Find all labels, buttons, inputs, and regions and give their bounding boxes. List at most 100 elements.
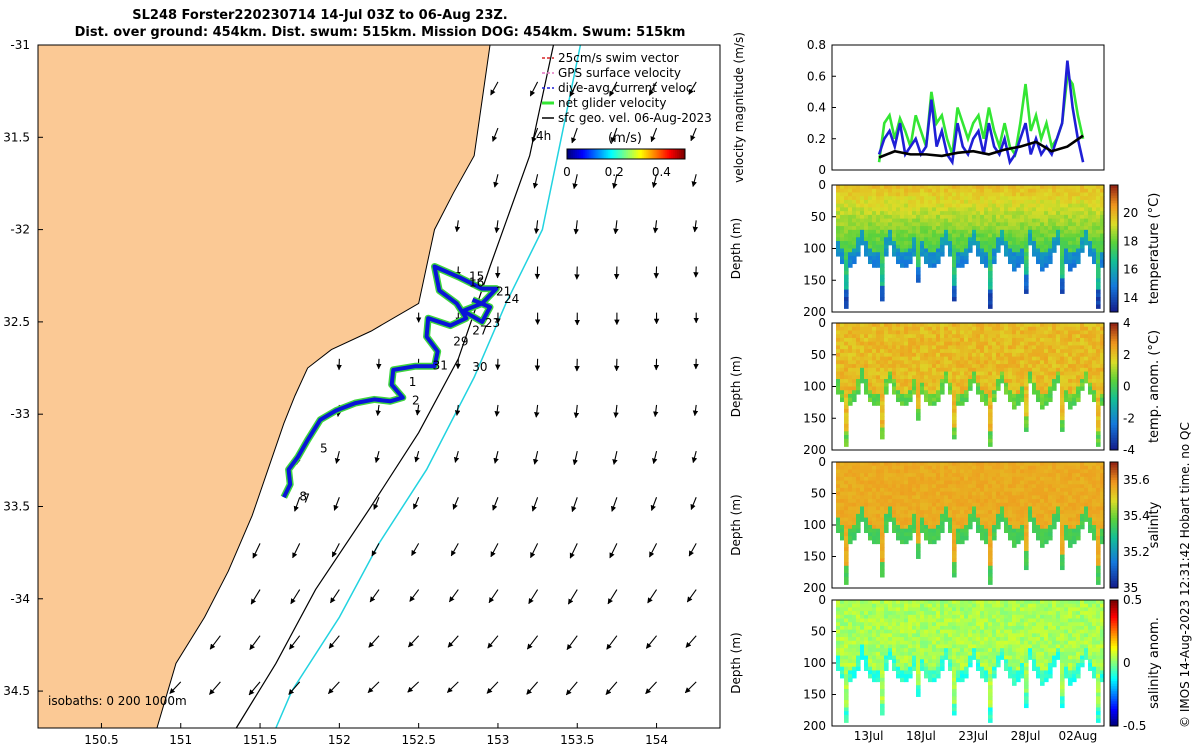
section-cell: [940, 386, 945, 391]
section-cell: [1048, 192, 1053, 197]
section-cell: [1036, 345, 1041, 350]
section-cell: [924, 528, 929, 534]
section-cell: [972, 510, 977, 515]
section-colorbar-segment: [1110, 373, 1118, 377]
section-cell: [1060, 289, 1065, 294]
current-vector: [490, 543, 499, 558]
section-cell: [996, 367, 1001, 373]
section-cell: [996, 192, 1001, 197]
section-cell: [1028, 185, 1033, 190]
section-cell: [848, 203, 853, 209]
section-cell: [1048, 525, 1053, 530]
section-cell: [944, 360, 949, 365]
section-colorbar-segment: [1110, 519, 1118, 523]
section-cell: [1064, 207, 1069, 212]
section-cell: [892, 214, 897, 220]
map-x-tick-label: 153: [487, 733, 510, 747]
section-cell: [852, 211, 857, 216]
section-cell: [956, 192, 961, 197]
section-cell: [1016, 371, 1021, 376]
section-cell: [1028, 473, 1033, 478]
section-cell: [848, 506, 853, 511]
section-cell: [844, 707, 849, 712]
section-cell: [860, 487, 865, 493]
section-cell: [908, 393, 913, 399]
section-cell: [988, 476, 993, 482]
section-cell: [852, 226, 857, 231]
section-cell: [836, 637, 841, 642]
section-cell: [856, 469, 861, 474]
section-cell: [1088, 218, 1093, 223]
section-cell: [968, 337, 973, 343]
section-cell: [916, 203, 921, 209]
section-cell: [1020, 211, 1025, 216]
section-cell: [1036, 397, 1041, 403]
section-cell: [1040, 345, 1045, 350]
section-cell: [1072, 469, 1077, 474]
section-cell: [1068, 248, 1073, 253]
section-cell: [1036, 185, 1041, 190]
section-cell: [844, 495, 849, 500]
section-cell: [1024, 517, 1029, 522]
section-cell: [856, 390, 861, 395]
section-cell: [916, 521, 921, 526]
section-cell: [1096, 513, 1101, 519]
section-cell: [1036, 499, 1041, 504]
section-colorbar-segment: [1110, 376, 1118, 380]
current-vector: [491, 127, 499, 142]
section-cell: [932, 491, 937, 496]
section-cell: [984, 465, 989, 471]
section-cell: [1096, 420, 1101, 425]
section-colorbar-segment: [1110, 484, 1118, 488]
section-cell: [896, 345, 901, 350]
section-cell: [1080, 510, 1085, 515]
section-cell: [864, 352, 869, 358]
section-cell: [980, 532, 985, 537]
section-cell: [944, 241, 949, 246]
figure-title-line1: SL248 Forster220230714 14-Jul 03Z to 06-…: [132, 8, 508, 23]
section-cell: [1056, 334, 1061, 339]
section-cell: [888, 352, 893, 358]
section-cell: [1012, 367, 1017, 373]
section-cell: [1092, 192, 1097, 197]
section-cell: [952, 229, 957, 235]
section-cell: [888, 506, 893, 511]
section-cell: [1056, 484, 1061, 489]
section-cell: [976, 349, 981, 354]
section-cell: [1036, 367, 1041, 373]
section-cell: [1044, 352, 1049, 358]
section-cell: [1020, 233, 1025, 238]
section-cell: [840, 252, 845, 257]
section-cell: [1040, 229, 1045, 235]
section-cell: [872, 367, 877, 373]
section-cell: [1068, 405, 1073, 410]
section-cell: [1096, 547, 1101, 552]
section-cell: [1064, 326, 1069, 332]
section-cell: [916, 252, 921, 257]
section-cell: [856, 506, 861, 511]
section-cell: [844, 651, 849, 657]
section-cell: [856, 229, 861, 235]
section-cell: [860, 360, 865, 365]
section-cell: [1004, 248, 1009, 253]
section-cell: [1060, 476, 1065, 482]
section-cell: [1084, 207, 1089, 212]
section-cell: [1064, 337, 1069, 343]
section-cell: [868, 603, 873, 609]
section-cell: [1040, 532, 1045, 537]
section-cell: [1040, 207, 1045, 212]
section-cell: [1064, 495, 1069, 500]
section-cell: [880, 554, 885, 559]
current-vector: [487, 635, 499, 649]
section-cell: [916, 255, 921, 261]
section-cell: [992, 379, 997, 384]
waypoint-label: 5: [320, 441, 328, 455]
section-cell: [1040, 371, 1045, 376]
section-cell: [1044, 211, 1049, 216]
current-vector: [452, 497, 459, 510]
section-cell: [904, 539, 909, 545]
section-y-label: Depth (m): [729, 356, 743, 417]
section-cell: [1024, 214, 1029, 220]
section-cell: [836, 663, 841, 668]
section-cell: [1064, 517, 1069, 522]
